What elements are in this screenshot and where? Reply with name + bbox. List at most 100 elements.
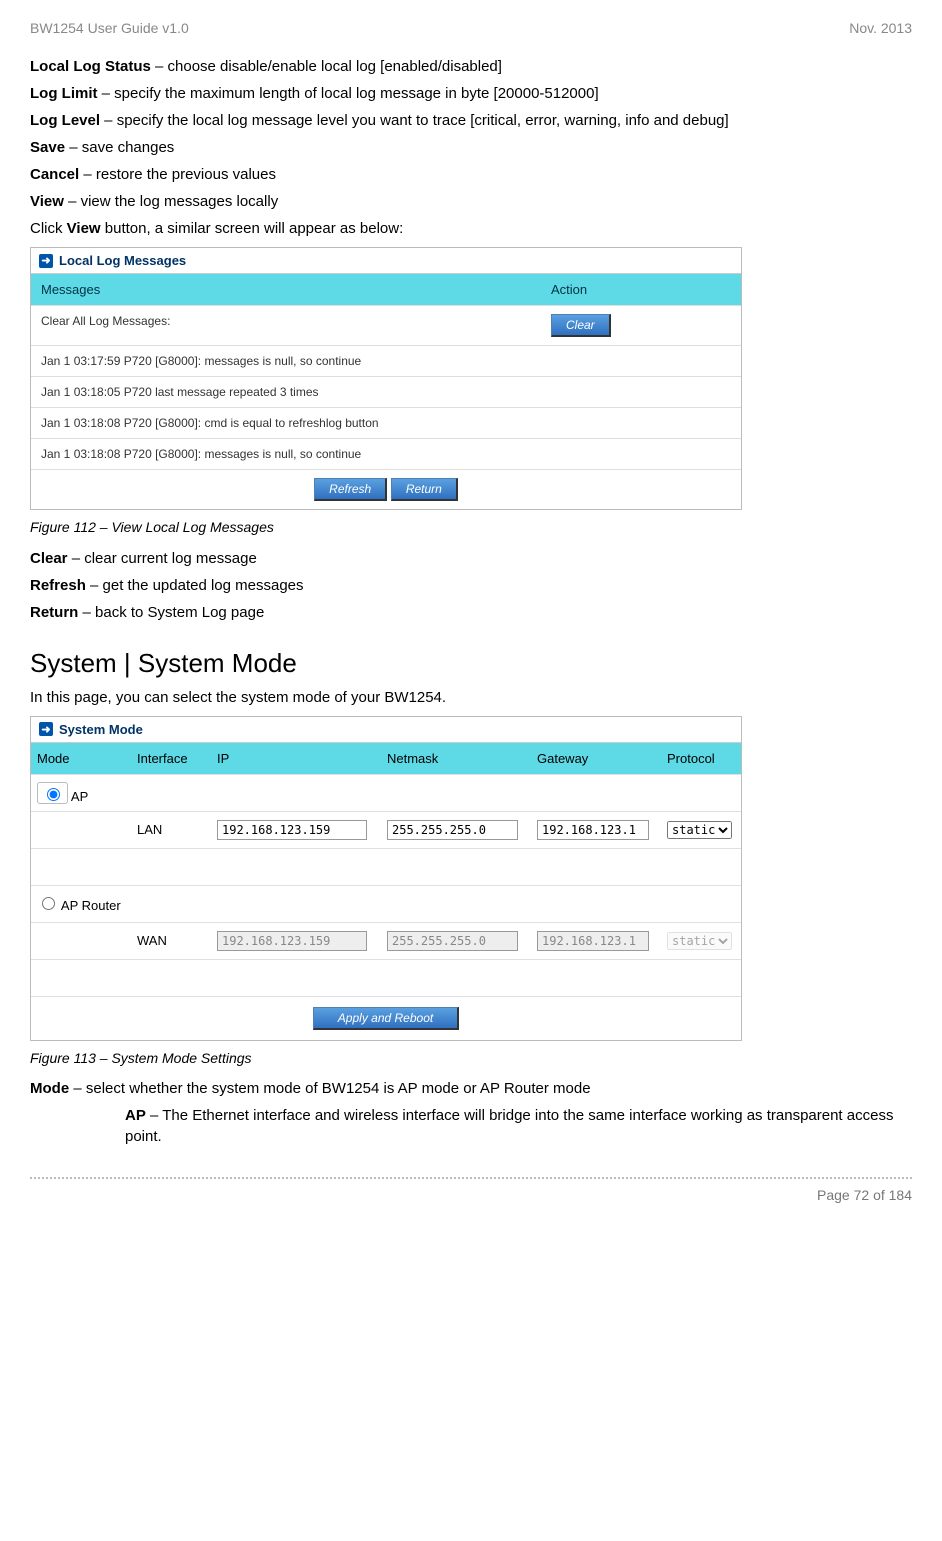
sm-row-wan: WAN static bbox=[31, 922, 741, 959]
panel-title: System Mode bbox=[59, 722, 143, 737]
term: Mode bbox=[30, 1080, 69, 1097]
desc: – back to System Log page bbox=[78, 604, 264, 621]
term: Save bbox=[30, 139, 65, 156]
term: Return bbox=[30, 604, 78, 621]
sm-table-header: Mode Interface IP Netmask Gateway Protoc… bbox=[31, 743, 741, 774]
para-click-view: Click View button, a similar screen will… bbox=[30, 218, 912, 239]
refresh-button[interactable]: Refresh bbox=[314, 478, 387, 501]
section-heading: System | System Mode bbox=[30, 648, 912, 679]
sm-row-spacer bbox=[31, 959, 741, 996]
log-msg: Jan 1 03:17:59 P720 [G8000]: messages is… bbox=[31, 346, 541, 376]
log-table-header: Messages Action bbox=[31, 274, 741, 305]
desc: – choose disable/enable local log [enabl… bbox=[151, 58, 502, 75]
desc: – specify the maximum length of local lo… bbox=[98, 85, 599, 102]
term: Clear bbox=[30, 550, 68, 567]
sm-row-spacer bbox=[31, 848, 741, 885]
desc: – get the updated log messages bbox=[86, 577, 304, 594]
sm-row-ap: AP bbox=[31, 774, 741, 811]
sm-footer: Apply and Reboot bbox=[31, 996, 741, 1040]
col-ip: IP bbox=[211, 743, 381, 774]
term: Local Log Status bbox=[30, 58, 151, 75]
lan-gw-input[interactable] bbox=[537, 820, 649, 840]
ap-label: AP bbox=[71, 789, 88, 804]
col-messages: Messages bbox=[31, 274, 541, 305]
footer-divider bbox=[30, 1177, 912, 1179]
wan-gw-input bbox=[537, 931, 649, 951]
page-number: Page 72 of 184 bbox=[30, 1187, 912, 1203]
lan-ip-input[interactable] bbox=[217, 820, 367, 840]
desc: – save changes bbox=[65, 139, 174, 156]
apply-reboot-button[interactable]: Apply and Reboot bbox=[313, 1007, 459, 1030]
clear-button[interactable]: Clear bbox=[551, 314, 611, 337]
log-msg: Jan 1 03:18:08 P720 [G8000]: messages is… bbox=[31, 439, 541, 469]
figure-caption-112: Figure 112 – View Local Log Messages bbox=[30, 518, 912, 538]
log-row: Jan 1 03:18:08 P720 [G8000]: cmd is equa… bbox=[31, 407, 741, 438]
log-row: Jan 1 03:17:59 P720 [G8000]: messages is… bbox=[31, 345, 741, 376]
para-save: Save – save changes bbox=[30, 137, 912, 158]
desc: – The Ethernet interface and wireless in… bbox=[125, 1107, 893, 1145]
lan-label: LAN bbox=[131, 818, 211, 841]
desc: – view the log messages locally bbox=[64, 193, 278, 210]
col-interface: Interface bbox=[131, 743, 211, 774]
wan-proto-select: static bbox=[667, 932, 732, 950]
doc-date: Nov. 2013 bbox=[849, 20, 912, 36]
txt: button, a similar screen will appear as … bbox=[101, 220, 404, 237]
panel-title: Local Log Messages bbox=[59, 253, 186, 268]
page-header: BW1254 User Guide v1.0 Nov. 2013 bbox=[30, 20, 912, 36]
local-log-panel: ➜ Local Log Messages Messages Action Cle… bbox=[30, 247, 742, 510]
desc: – clear current log message bbox=[68, 550, 257, 567]
term: View bbox=[30, 193, 64, 210]
desc: – specify the local log message level yo… bbox=[100, 112, 729, 129]
log-row-clear: Clear All Log Messages: Clear bbox=[31, 305, 741, 345]
clear-cell: Clear bbox=[541, 306, 741, 345]
sm-row-aprouter: AP Router bbox=[31, 885, 741, 922]
para-mode: Mode – select whether the system mode of… bbox=[30, 1078, 912, 1099]
ap-radio[interactable] bbox=[47, 788, 60, 801]
log-msg: Jan 1 03:18:08 P720 [G8000]: cmd is equa… bbox=[31, 408, 541, 438]
txt: Click bbox=[30, 220, 67, 237]
term: AP bbox=[125, 1107, 146, 1124]
term: Log Level bbox=[30, 112, 100, 129]
para-cancel: Cancel – restore the previous values bbox=[30, 164, 912, 185]
wan-label: WAN bbox=[131, 929, 211, 952]
mode-apr-cell: AP Router bbox=[31, 890, 131, 917]
return-button[interactable]: Return bbox=[391, 478, 458, 501]
log-footer: Refresh Return bbox=[31, 469, 741, 509]
para-ap-desc: AP – The Ethernet interface and wireless… bbox=[125, 1105, 912, 1147]
log-row: Jan 1 03:18:08 P720 [G8000]: messages is… bbox=[31, 438, 741, 469]
col-protocol: Protocol bbox=[661, 743, 741, 774]
aprouter-radio[interactable] bbox=[42, 897, 55, 910]
ap-radio-wrap[interactable] bbox=[37, 782, 68, 804]
lan-nm-input[interactable] bbox=[387, 820, 518, 840]
arrow-icon: ➜ bbox=[39, 722, 53, 736]
log-row: Jan 1 03:18:05 P720 last message repeate… bbox=[31, 376, 741, 407]
para-log-limit: Log Limit – specify the maximum length o… bbox=[30, 83, 912, 104]
term: Refresh bbox=[30, 577, 86, 594]
doc-title: BW1254 User Guide v1.0 bbox=[30, 20, 189, 36]
desc: – restore the previous values bbox=[79, 166, 276, 183]
col-gateway: Gateway bbox=[531, 743, 661, 774]
term: View bbox=[67, 220, 101, 237]
desc: – select whether the system mode of BW12… bbox=[69, 1080, 590, 1097]
col-action: Action bbox=[541, 274, 741, 305]
section-intro: In this page, you can select the system … bbox=[30, 687, 912, 708]
para-return: Return – back to System Log page bbox=[30, 602, 912, 623]
arrow-icon: ➜ bbox=[39, 254, 53, 268]
panel-title-bar: ➜ System Mode bbox=[31, 717, 741, 743]
aprouter-label: AP Router bbox=[61, 898, 121, 913]
col-mode: Mode bbox=[31, 743, 131, 774]
log-msg: Jan 1 03:18:05 P720 last message repeate… bbox=[31, 377, 541, 407]
figure-caption-113: Figure 113 – System Mode Settings bbox=[30, 1049, 912, 1069]
term: Cancel bbox=[30, 166, 79, 183]
panel-title-bar: ➜ Local Log Messages bbox=[31, 248, 741, 274]
mode-ap-cell: AP bbox=[31, 778, 131, 808]
para-clear: Clear – clear current log message bbox=[30, 548, 912, 569]
wan-ip-input bbox=[217, 931, 367, 951]
clear-label: Clear All Log Messages: bbox=[31, 306, 541, 345]
para-log-level: Log Level – specify the local log messag… bbox=[30, 110, 912, 131]
lan-proto-select[interactable]: static bbox=[667, 821, 732, 839]
term: Log Limit bbox=[30, 85, 98, 102]
para-view: View – view the log messages locally bbox=[30, 191, 912, 212]
sm-row-lan: LAN static bbox=[31, 811, 741, 848]
col-netmask: Netmask bbox=[381, 743, 531, 774]
